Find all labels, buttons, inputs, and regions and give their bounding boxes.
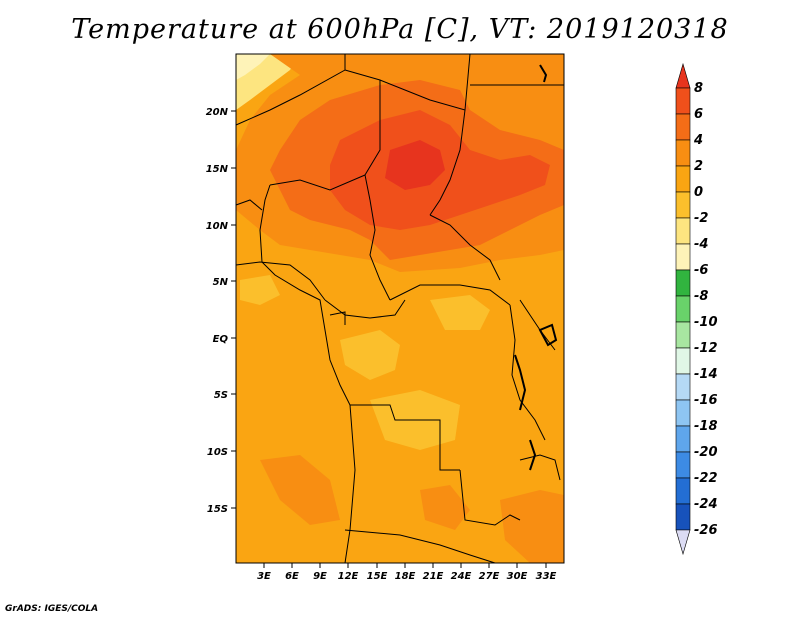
lakes: [514, 64, 558, 471]
lat-label-15n: 15N: [206, 164, 229, 175]
colorbar-swatch: [675, 477, 691, 505]
colorbar-swatch: [675, 399, 691, 427]
lon-label-30e: 30E: [507, 571, 528, 582]
colorbar-swatch: [675, 503, 691, 531]
colorbar-label: -22: [694, 471, 718, 486]
latitude-ticks: [231, 110, 236, 509]
lon-label-15e: 15E: [367, 571, 388, 582]
colorbar-swatch: [675, 347, 691, 375]
colorbar-swatch: [675, 269, 691, 297]
lon-label-24e: 24E: [451, 571, 472, 582]
colorbar-swatch: [675, 321, 691, 349]
colorbar-label: 2: [694, 159, 703, 174]
colorbar-swatch: [675, 295, 691, 323]
lon-label-18e: 18E: [395, 571, 416, 582]
map-title: Temperature at 600hPa [C], VT: 201912031…: [71, 14, 729, 45]
lat-label-5s: 5S: [214, 390, 228, 401]
colorbar-label: -24: [694, 497, 718, 512]
colorbar-label: -12: [694, 341, 718, 356]
colorbar-label: -10: [694, 315, 718, 330]
colorbar-swatch: [675, 191, 691, 219]
colorbar-swatch: [675, 113, 691, 141]
lon-label-9e: 9E: [313, 571, 327, 582]
colorbar-label: 6: [694, 107, 703, 122]
longitude-ticks: [263, 563, 547, 568]
lat-label-5n: 5N: [213, 277, 229, 288]
colorbar-label: -2: [694, 211, 708, 226]
colorbar-label: -8: [694, 289, 708, 304]
colorbar-swatch: [675, 217, 691, 245]
colorbar: 8 6 4 2 0 -2 -4 -6 -8 -10 -12 -14 -16 -18 -20 -22 -24 -26: [675, 62, 718, 556]
lon-label-21e: 21E: [423, 571, 444, 582]
country-borders: [235, 53, 564, 564]
colorbar-label: -16: [694, 393, 718, 408]
colorbar-swatch: [675, 373, 691, 401]
coastline: [261, 261, 351, 406]
temperature-field: [236, 54, 564, 563]
lat-label-10n: 10N: [206, 221, 229, 232]
colorbar-swatch: [675, 139, 691, 167]
colorbar-label: -6: [694, 263, 708, 278]
colorbar-bottom-arrow: [675, 529, 691, 556]
lon-label-33e: 33E: [536, 571, 557, 582]
lon-label-6e: 6E: [285, 571, 299, 582]
lat-label-15s: 15S: [207, 504, 228, 515]
lat-label-10s: 10S: [207, 447, 228, 458]
map-frame: [235, 53, 565, 564]
colorbar-swatch: [675, 451, 691, 479]
colorbar-swatch: [675, 243, 691, 271]
colorbar-label: -4: [694, 237, 708, 252]
colorbar-label: 8: [694, 81, 703, 96]
colorbar-swatch: [675, 165, 691, 193]
latitude-labels: 20N 15N 10N 5N EQ 5S 10S 15S: [206, 107, 229, 515]
colorbar-label: 4: [693, 133, 703, 148]
colorbar-label: -14: [694, 367, 718, 382]
lat-label-eq: EQ: [213, 334, 229, 345]
longitude-labels: 3E 6E 9E 12E 15E 18E 21E 24E 27E 30E 33E: [257, 571, 556, 582]
colorbar-top-arrow: [675, 62, 691, 89]
lat-label-20n: 20N: [206, 107, 229, 118]
colorbar-label: 0: [694, 185, 703, 200]
lon-label-12e: 12E: [338, 571, 359, 582]
colorbar-swatch: [675, 87, 691, 115]
colorbar-label: -18: [694, 419, 718, 434]
lon-label-3e: 3E: [257, 571, 271, 582]
colorbar-label: -20: [694, 445, 718, 460]
lon-label-27e: 27E: [479, 571, 500, 582]
colorbar-swatch: [675, 425, 691, 453]
colorbar-label: -26: [694, 523, 718, 538]
grads-credit: GrADS: IGES/COLA: [5, 604, 99, 614]
